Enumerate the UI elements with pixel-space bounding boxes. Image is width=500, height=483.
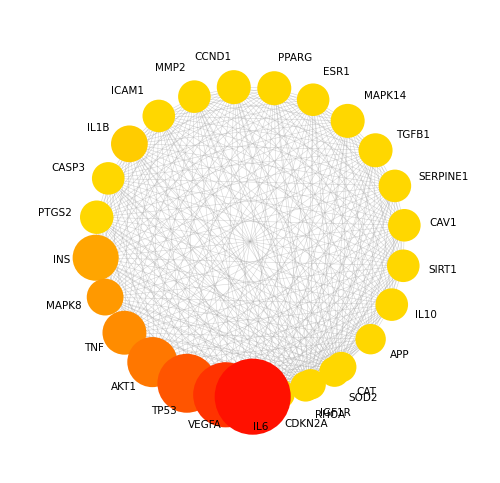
Text: TP53: TP53 [151, 406, 176, 416]
Point [388, 301, 396, 309]
Text: APP: APP [390, 350, 410, 360]
Text: VEGFA: VEGFA [188, 420, 222, 430]
Point [120, 329, 128, 337]
Text: CASP3: CASP3 [51, 163, 85, 173]
Text: CDKN2A: CDKN2A [284, 419, 328, 428]
Point [400, 221, 408, 229]
Point [148, 358, 156, 366]
Point [276, 390, 283, 398]
Point [306, 381, 314, 388]
Point [126, 140, 134, 148]
Text: IL10: IL10 [415, 310, 436, 320]
Text: IGF1R: IGF1R [320, 408, 351, 418]
Point [101, 293, 109, 301]
Text: MMP2: MMP2 [154, 63, 186, 73]
Point [372, 146, 380, 154]
Point [183, 380, 191, 387]
Text: TNF: TNF [84, 342, 104, 353]
Text: PPARG: PPARG [278, 53, 312, 63]
Text: CAV1: CAV1 [430, 218, 457, 227]
Point [92, 213, 100, 221]
Text: SOD2: SOD2 [348, 393, 378, 403]
Point [222, 391, 230, 398]
Text: TGFB1: TGFB1 [396, 130, 430, 141]
Point [92, 254, 100, 262]
Text: SERPINE1: SERPINE1 [418, 172, 469, 182]
Text: IL1B: IL1B [88, 123, 110, 133]
Point [270, 85, 278, 92]
Text: PTGS2: PTGS2 [38, 208, 72, 218]
Text: RHOA: RHOA [314, 410, 345, 420]
Text: ESR1: ESR1 [324, 67, 350, 77]
Point [344, 117, 351, 125]
Point [391, 182, 399, 190]
Text: MAPK14: MAPK14 [364, 91, 406, 101]
Point [400, 262, 407, 270]
Point [309, 96, 317, 103]
Text: SIRT1: SIRT1 [428, 265, 457, 275]
Text: CCND1: CCND1 [194, 52, 231, 62]
Text: AKT1: AKT1 [110, 382, 136, 392]
Text: IL6: IL6 [253, 422, 268, 432]
Point [366, 335, 374, 343]
Point [190, 93, 198, 100]
Point [155, 112, 163, 120]
Text: ICAM1: ICAM1 [111, 85, 144, 96]
Text: MAPK8: MAPK8 [46, 301, 82, 311]
Point [248, 393, 256, 400]
Point [104, 174, 112, 182]
Point [330, 368, 338, 375]
Point [302, 383, 310, 390]
Text: INS: INS [53, 256, 70, 265]
Point [230, 83, 238, 91]
Point [337, 363, 345, 371]
Text: CAT: CAT [356, 387, 376, 398]
